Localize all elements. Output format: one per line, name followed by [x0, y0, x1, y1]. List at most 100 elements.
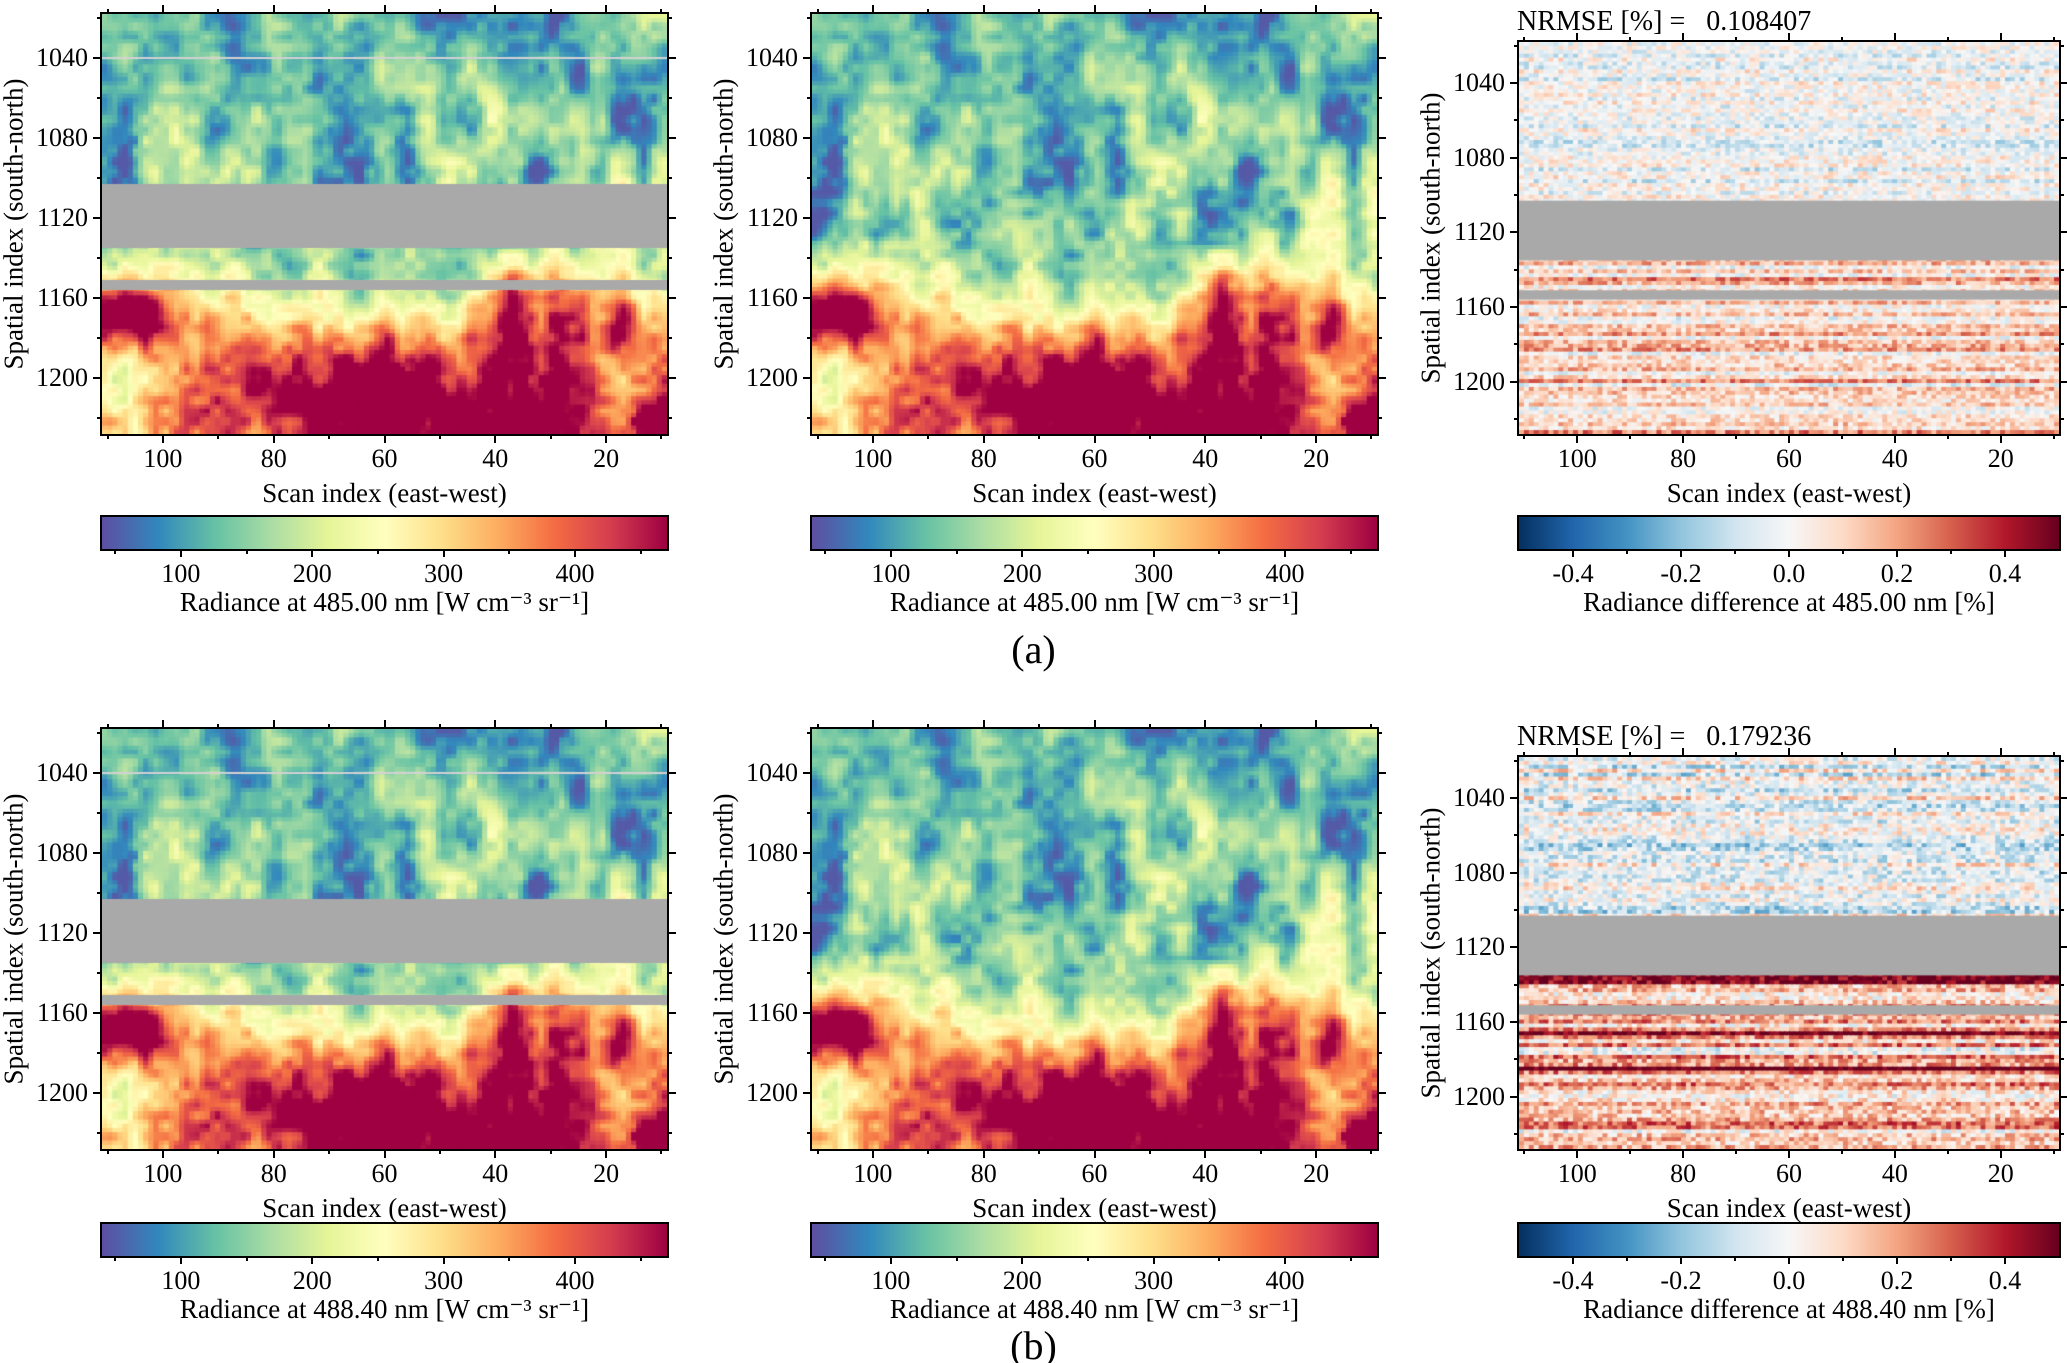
tick-mark — [1510, 231, 1519, 234]
colorbar-gradient — [812, 517, 1377, 549]
tick-mark — [667, 177, 672, 179]
tick-mark — [803, 57, 812, 59]
tick-mark — [1284, 549, 1287, 557]
tick-mark — [889, 549, 892, 557]
x-tick-label: 80 — [970, 1159, 997, 1188]
tick-mark — [574, 1256, 577, 1264]
tick-mark — [97, 177, 102, 179]
tick-mark — [1370, 434, 1373, 439]
heatmap-canvas — [812, 729, 1377, 1149]
tick-mark — [1021, 1256, 1024, 1264]
tick-mark — [93, 852, 102, 854]
x-tick-label: 60 — [1776, 1159, 1802, 1188]
tick-mark — [1093, 5, 1096, 14]
tick-mark — [1259, 434, 1262, 439]
tick-mark — [245, 1256, 248, 1261]
tick-mark — [824, 549, 827, 554]
tick-mark — [106, 1149, 109, 1154]
tick-mark — [574, 549, 577, 557]
x-tick-label: 20 — [593, 444, 620, 473]
tick-mark — [179, 549, 182, 557]
colorbar-reconstructed-b: Radiance at 488.40 nm [W cm⁻³ sr⁻¹] 100 2… — [810, 1222, 1379, 1324]
colorbar-label: Radiance at 485.00 nm [W cm⁻³ sr⁻¹] — [889, 587, 1300, 617]
x-tick-label: 40 — [1881, 444, 1908, 473]
tick-mark — [438, 9, 441, 14]
tick-mark — [1576, 748, 1579, 757]
tick-mark — [807, 417, 812, 419]
colorbar-gradient — [1519, 1224, 2059, 1256]
tick-mark — [1377, 377, 1386, 379]
tick-mark — [1788, 549, 1790, 557]
tick-mark — [807, 257, 812, 259]
tick-mark — [2052, 434, 2055, 439]
y-tick-label: 1160 — [36, 283, 88, 312]
tick-mark — [807, 1052, 812, 1054]
colorbar-tick-label: 0.2 — [1880, 559, 1914, 588]
tick-mark — [1370, 1149, 1373, 1154]
tick-mark — [1377, 337, 1382, 339]
tick-mark — [1377, 177, 1382, 179]
x-tick-label: 20 — [1303, 1159, 1330, 1188]
y-tick-label: 1080 — [1453, 857, 1505, 887]
heatmap-panel-reconstructed-b: Spatial index (south-north) Scan index (… — [709, 720, 1386, 1223]
tick-mark — [93, 932, 102, 934]
x-tick-label: 40 — [482, 444, 509, 473]
tick-mark — [1893, 434, 1896, 443]
colorbar-tick-label: 200 — [1002, 559, 1042, 588]
x-tick-label: 40 — [1881, 1159, 1908, 1188]
y-tick-label: 1040 — [1453, 783, 1505, 813]
tick-mark — [1893, 748, 1896, 757]
tick-mark — [442, 1256, 445, 1264]
tick-mark — [1218, 549, 1221, 554]
tick-mark — [605, 434, 608, 443]
tick-mark — [1510, 380, 1519, 383]
y-tick-label: 1120 — [746, 203, 798, 232]
tick-mark — [2059, 82, 2067, 85]
tick-mark — [1572, 549, 1574, 557]
tick-mark — [1842, 1256, 1844, 1261]
tick-mark — [1377, 97, 1382, 99]
tick-mark — [816, 724, 819, 729]
y-tick-label: 1080 — [1453, 142, 1505, 172]
heatmap-canvas — [102, 14, 667, 434]
tick-mark — [667, 812, 672, 814]
tick-mark — [1842, 549, 1844, 554]
tick-mark — [97, 972, 102, 974]
tick-mark — [93, 377, 102, 379]
y-tick-label: 1080 — [746, 838, 798, 867]
tick-mark — [1510, 946, 1519, 949]
tick-mark — [93, 217, 102, 219]
tick-mark — [639, 549, 642, 554]
tick-mark — [1514, 194, 1519, 197]
y-tick-label: 1040 — [36, 758, 88, 787]
x-tick-label: 60 — [1081, 444, 1108, 473]
x-axis-label: Scan index (east-west) — [972, 1193, 1217, 1223]
tick-mark — [2052, 37, 2055, 42]
tick-mark — [161, 720, 164, 729]
tick-mark — [272, 1149, 275, 1158]
row-caption-b: (b) — [1010, 1323, 1057, 1363]
tick-mark — [824, 1256, 827, 1261]
tick-mark — [1152, 1256, 1155, 1264]
tick-mark — [1377, 217, 1386, 219]
tick-mark — [1682, 33, 1685, 42]
tick-mark — [927, 1149, 930, 1154]
tick-mark — [494, 5, 497, 14]
colorbar-tick-label: 400 — [1265, 1266, 1305, 1295]
x-tick-label: 40 — [1192, 1159, 1219, 1188]
tick-mark — [114, 549, 117, 554]
tick-mark — [1510, 156, 1519, 159]
tick-mark — [803, 1092, 812, 1094]
tick-mark — [1377, 932, 1386, 934]
colorbar-tick-label: 300 — [424, 1266, 464, 1295]
tick-mark — [1315, 434, 1318, 443]
colorbar-tick-label: 200 — [1002, 1266, 1042, 1295]
tick-mark — [494, 720, 497, 729]
x-tick-label: 80 — [260, 444, 287, 473]
tick-mark — [2004, 549, 2006, 557]
tick-mark — [927, 724, 930, 729]
tick-mark — [807, 177, 812, 179]
tick-mark — [2059, 194, 2064, 197]
tick-mark — [1152, 549, 1155, 557]
tick-mark — [803, 297, 812, 299]
